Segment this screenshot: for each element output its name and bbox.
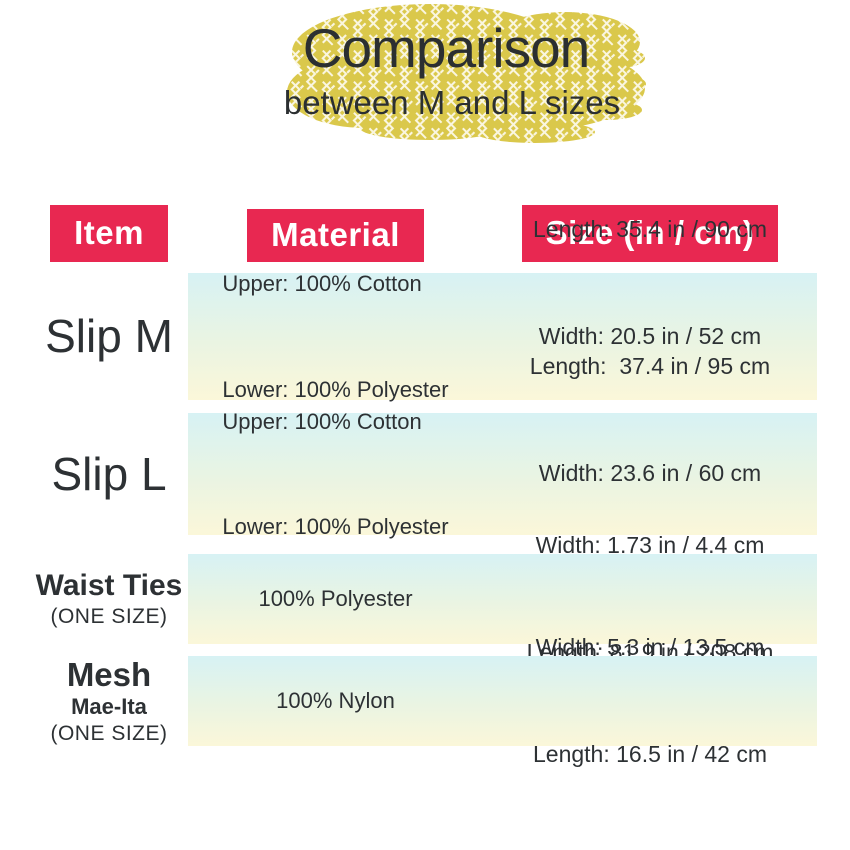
material-column-header-badge: Material — [247, 208, 424, 262]
item-name: Slip L — [51, 447, 167, 500]
table-row-mesh-mae-ita: Mesh Mae-Ita (ONE SIZE) 100% Nylon Width… — [30, 634, 817, 767]
material-cell: 100% Nylon — [188, 656, 483, 746]
table-header-row: Item Material Size (in / cm) — [30, 204, 817, 262]
item-cell: Mesh Mae-Ita (ONE SIZE) — [30, 656, 188, 746]
size-column-header-badge: Size (in / cm) — [521, 204, 779, 262]
brush-stroke-background — [287, 4, 646, 143]
size-cell: Width: 5.3 in / 13.5 cm Length: 16.5 in … — [483, 634, 817, 767]
row-panel: 100% Nylon Width: 5.3 in / 13.5 cm Lengt… — [188, 634, 817, 767]
header: Comparison between M and L sizes — [0, 0, 850, 204]
page-title: Comparison — [302, 17, 591, 79]
size-line: Width: 5.3 in / 13.5 cm — [535, 633, 765, 660]
item-cell: Slip L — [30, 413, 188, 535]
size-line: Length: 16.5 in / 42 cm — [533, 740, 767, 767]
size-line: Length: 35.4 in / 90 cm — [533, 215, 767, 242]
item-size-note: (ONE SIZE) — [50, 721, 168, 745]
table-row-slip-l: Slip L Upper: 100% Cotton Lower: 100% Po… — [30, 353, 817, 593]
table-row-waist-ties: Waist Ties (ONE SIZE) 100% Polyester Wid… — [30, 532, 817, 665]
row-panel: 100% Polyester Width: 1.73 in / 4.4 cm L… — [188, 532, 817, 665]
size-line: Width: 23.6 in / 60 cm — [538, 460, 762, 487]
material-cell: Upper: 100% Cotton Lower: 100% Polyester — [188, 409, 483, 540]
material-line: Upper: 100% Cotton — [222, 271, 422, 297]
page-subtitle: between M and L sizes — [283, 84, 621, 121]
size-line: Width: 1.73 in / 4.4 cm — [535, 531, 765, 558]
material-line: Upper: 100% Cotton — [222, 408, 422, 434]
material-cell: Upper: 100% Cotton Lower: 100% Polyester — [188, 271, 483, 402]
row-panel: Upper: 100% Cotton Lower: 100% Polyester… — [188, 216, 817, 456]
material-line: 100% Nylon — [276, 688, 395, 714]
material-cell: 100% Polyester — [188, 554, 483, 644]
item-name: Mesh — [66, 656, 152, 694]
item-name: Waist Ties — [35, 569, 183, 603]
size-line: Width: 20.5 in / 52 cm — [538, 322, 762, 349]
item-subname: Mae-Ita — [71, 693, 147, 719]
table-row-slip-m: Slip M Upper: 100% Cotton Lower: 100% Po… — [30, 216, 817, 456]
item-column-header-badge: Item — [50, 204, 168, 262]
material-line: Lower: 100% Polyester — [222, 376, 449, 402]
size-line: Length: 37.4 in / 95 cm — [529, 353, 771, 380]
item-cell: Waist Ties (ONE SIZE) — [30, 554, 188, 644]
material-line: Lower: 100% Polyester — [222, 514, 449, 540]
item-name: Slip M — [45, 310, 173, 363]
item-size-note: (ONE SIZE) — [50, 605, 168, 629]
item-cell: Slip M — [30, 273, 188, 400]
row-panel: Upper: 100% Cotton Lower: 100% Polyester… — [188, 353, 817, 593]
material-line: 100% Polyester — [258, 586, 413, 612]
